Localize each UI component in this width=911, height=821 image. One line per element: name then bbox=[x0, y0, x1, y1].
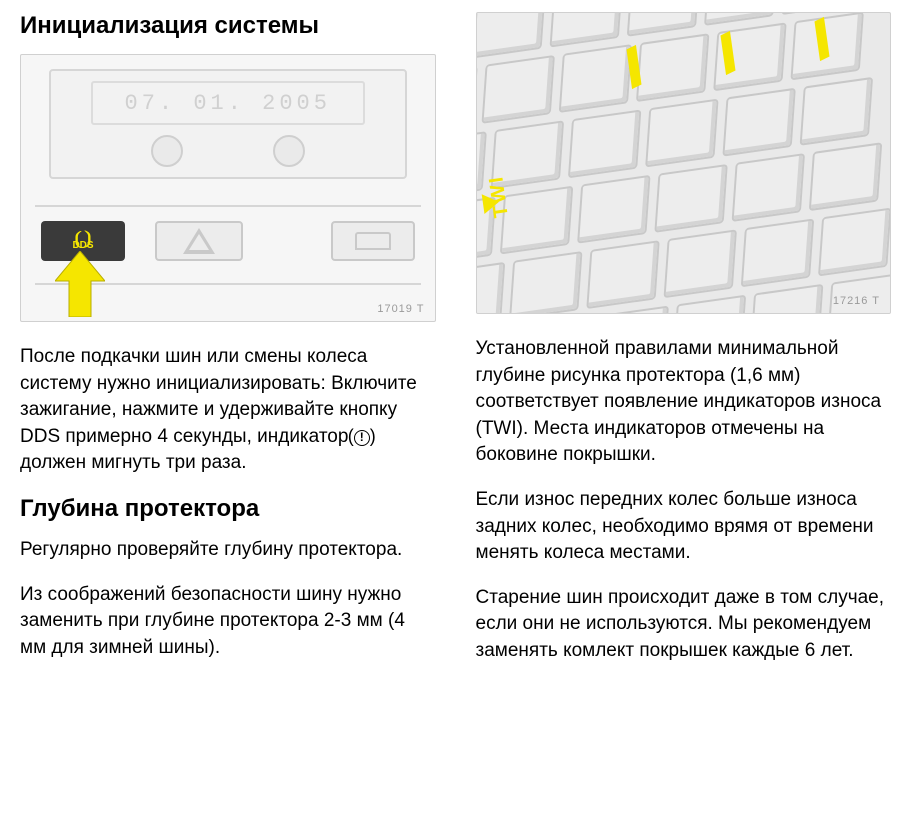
dds-icon: ⟮⟯ DDS bbox=[72, 234, 93, 248]
arrow-up-icon bbox=[55, 251, 105, 317]
heading-initialization: Инициализация системы bbox=[20, 12, 436, 40]
knob-left bbox=[151, 135, 183, 167]
hazard-button bbox=[155, 221, 243, 261]
para-twi: Установленной правилами мини­мальной глу… bbox=[476, 336, 892, 469]
knob-right bbox=[273, 135, 305, 167]
para-aging: Старение шин происходит даже в том случа… bbox=[476, 585, 892, 665]
other-button bbox=[331, 221, 415, 261]
segment-display: 07. 01. 2005 bbox=[91, 81, 365, 125]
left-column: Инициализация системы 07. 01. 2005 ⟮⟯ DD… bbox=[20, 12, 436, 809]
para-replace-depth: Из соображений безопасности шину нужно з… bbox=[20, 582, 436, 662]
hazard-icon bbox=[183, 228, 215, 254]
figure-tire-tread: TWI 17216 T bbox=[476, 12, 892, 314]
figure1-caption: 17019 T bbox=[377, 303, 424, 315]
heading-tread-depth: Глубина протектора bbox=[20, 495, 436, 523]
manual-page: Инициализация системы 07. 01. 2005 ⟮⟯ DD… bbox=[0, 0, 911, 821]
para-rotate: Если износ передних колес больше износа … bbox=[476, 487, 892, 567]
para-init-b: должен мигнуть три раза. bbox=[20, 452, 247, 473]
para-check-depth: Регулярно проверяйте глубину протектора. bbox=[20, 537, 436, 564]
figure-dashboard: 07. 01. 2005 ⟮⟯ DDS bbox=[20, 54, 436, 322]
tpms-warning-icon: (!) bbox=[354, 426, 370, 447]
right-column: TWI 17216 T Установленной правилами мини… bbox=[476, 12, 892, 809]
knob-row bbox=[51, 135, 405, 167]
para-init: После подкачки шин или смены ко­леса сис… bbox=[20, 344, 436, 477]
dashboard-panel: 07. 01. 2005 bbox=[49, 69, 407, 179]
figure2-caption: 17216 T bbox=[833, 295, 880, 307]
tread-pattern bbox=[476, 12, 892, 314]
car-icon bbox=[355, 232, 391, 250]
